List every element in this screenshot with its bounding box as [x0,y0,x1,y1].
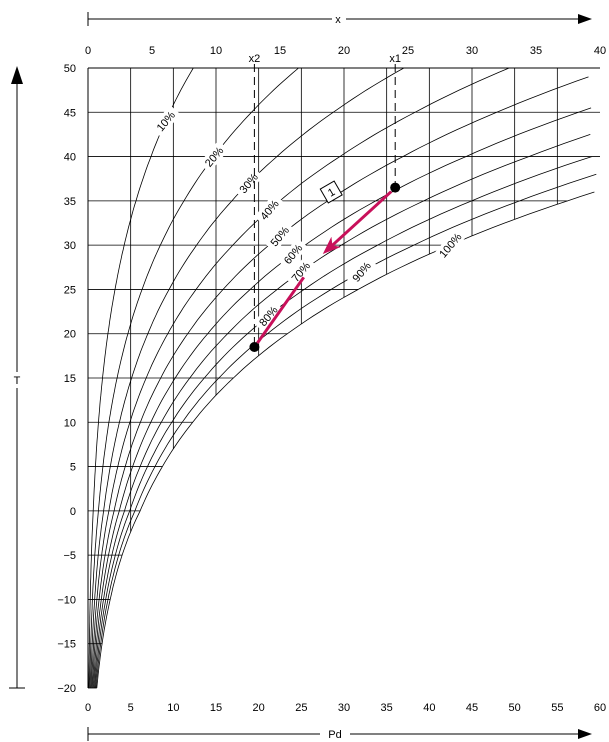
rh-label-bg [198,140,229,173]
top-axis-title: x [335,14,341,26]
rh-label-bg [254,193,285,226]
rh-curve-50 [92,76,589,689]
state-point-x2 [249,342,260,352]
top-tick-label: 35 [530,45,542,57]
bottom-tick-label: 45 [466,702,478,714]
bottom-axis-title: Pd [328,729,341,741]
top-tick-label: 25 [402,45,414,57]
y-tick-label: 10 [64,417,76,429]
rh-curve-10 [88,67,194,688]
bottom-tick-label: 10 [167,702,179,714]
bottom-tick-label: 0 [85,702,91,714]
y-tick-label: 30 [64,240,76,252]
plot-frame [87,67,600,688]
rh-curve-60 [92,107,592,689]
rh-curve-40 [91,67,510,689]
y-tick-label: 40 [64,152,76,164]
y-tick-label: −10 [57,594,76,606]
marker-label-x1: x1 [389,53,401,65]
bottom-tick-label: 60 [594,702,606,714]
marker-label-x2: x2 [249,53,261,65]
bottom-tick-label: 35 [381,702,393,714]
y-tick-label: 0 [70,506,76,518]
bottom-axis-arrow [87,727,592,741]
y-tick-label: −5 [63,550,76,562]
rh-curve-90 [95,173,597,689]
rh-label-bg [264,220,295,253]
rh-label-bg [233,167,264,200]
bottom-tick-label: 5 [128,702,134,714]
y-axis-arrow [9,66,25,689]
top-tick-label: 30 [466,45,478,57]
y-tick-label: 25 [64,284,76,296]
rh-label-bg [435,229,466,262]
bottom-tick-label: 30 [338,702,350,714]
top-tick-label: 5 [149,45,155,57]
state-marker-layer: x1 x2 1 [249,53,401,352]
grid-layer [88,67,600,689]
rh-curve-20 [89,67,299,688]
y-tick-label: 5 [70,462,76,474]
annotation-box [319,180,343,204]
top-tick-label: 40 [594,45,606,57]
rh-curve-100 [96,191,595,689]
y-axis-title: T [14,375,21,387]
y-tick-label: −20 [57,683,76,695]
top-tick-label: 10 [210,45,222,57]
rh-label-bg [150,105,181,138]
rh-curve-30 [90,67,405,689]
top-tick-label: 0 [85,45,91,57]
y-tick-label: 50 [64,63,76,75]
bottom-tick-label: 40 [423,702,435,714]
rh-curve-layer: 10%20%30%40%50%60%70%80%90%100% [88,67,597,689]
y-tick-label: 20 [64,329,76,341]
rh-label-bg [285,255,316,288]
bottom-tick-label: 15 [210,702,222,714]
top-tick-label: 20 [338,45,350,57]
top-axis-arrow [87,12,592,26]
y-tick-label: 45 [64,107,76,119]
process-arrow-condensing [256,276,305,344]
bottom-tick-label: 55 [551,702,563,714]
rh-curve-70 [93,134,591,689]
bottom-tick-label: 20 [253,702,265,714]
top-tick-label: 15 [274,45,286,57]
tick-label-layer: 0 5 10 15 20 25 30 35 40 45 50 55 600 5 10 15 20 25 30 35 40… [57,45,606,714]
state-point-x1 [390,182,401,193]
bottom-tick-label: 50 [509,702,521,714]
bottom-tick-label: 25 [295,702,307,714]
rh-curve-80 [94,156,592,689]
y-tick-label: 15 [64,373,76,385]
y-tick-label: 35 [64,196,76,208]
process-arrow-cooling [322,190,393,255]
rh-label-bg [346,255,377,288]
annotation-label: 1 [326,186,337,199]
rh-label-bg [277,238,308,270]
y-tick-label: −15 [57,639,76,651]
rh-label-bg [253,300,284,332]
